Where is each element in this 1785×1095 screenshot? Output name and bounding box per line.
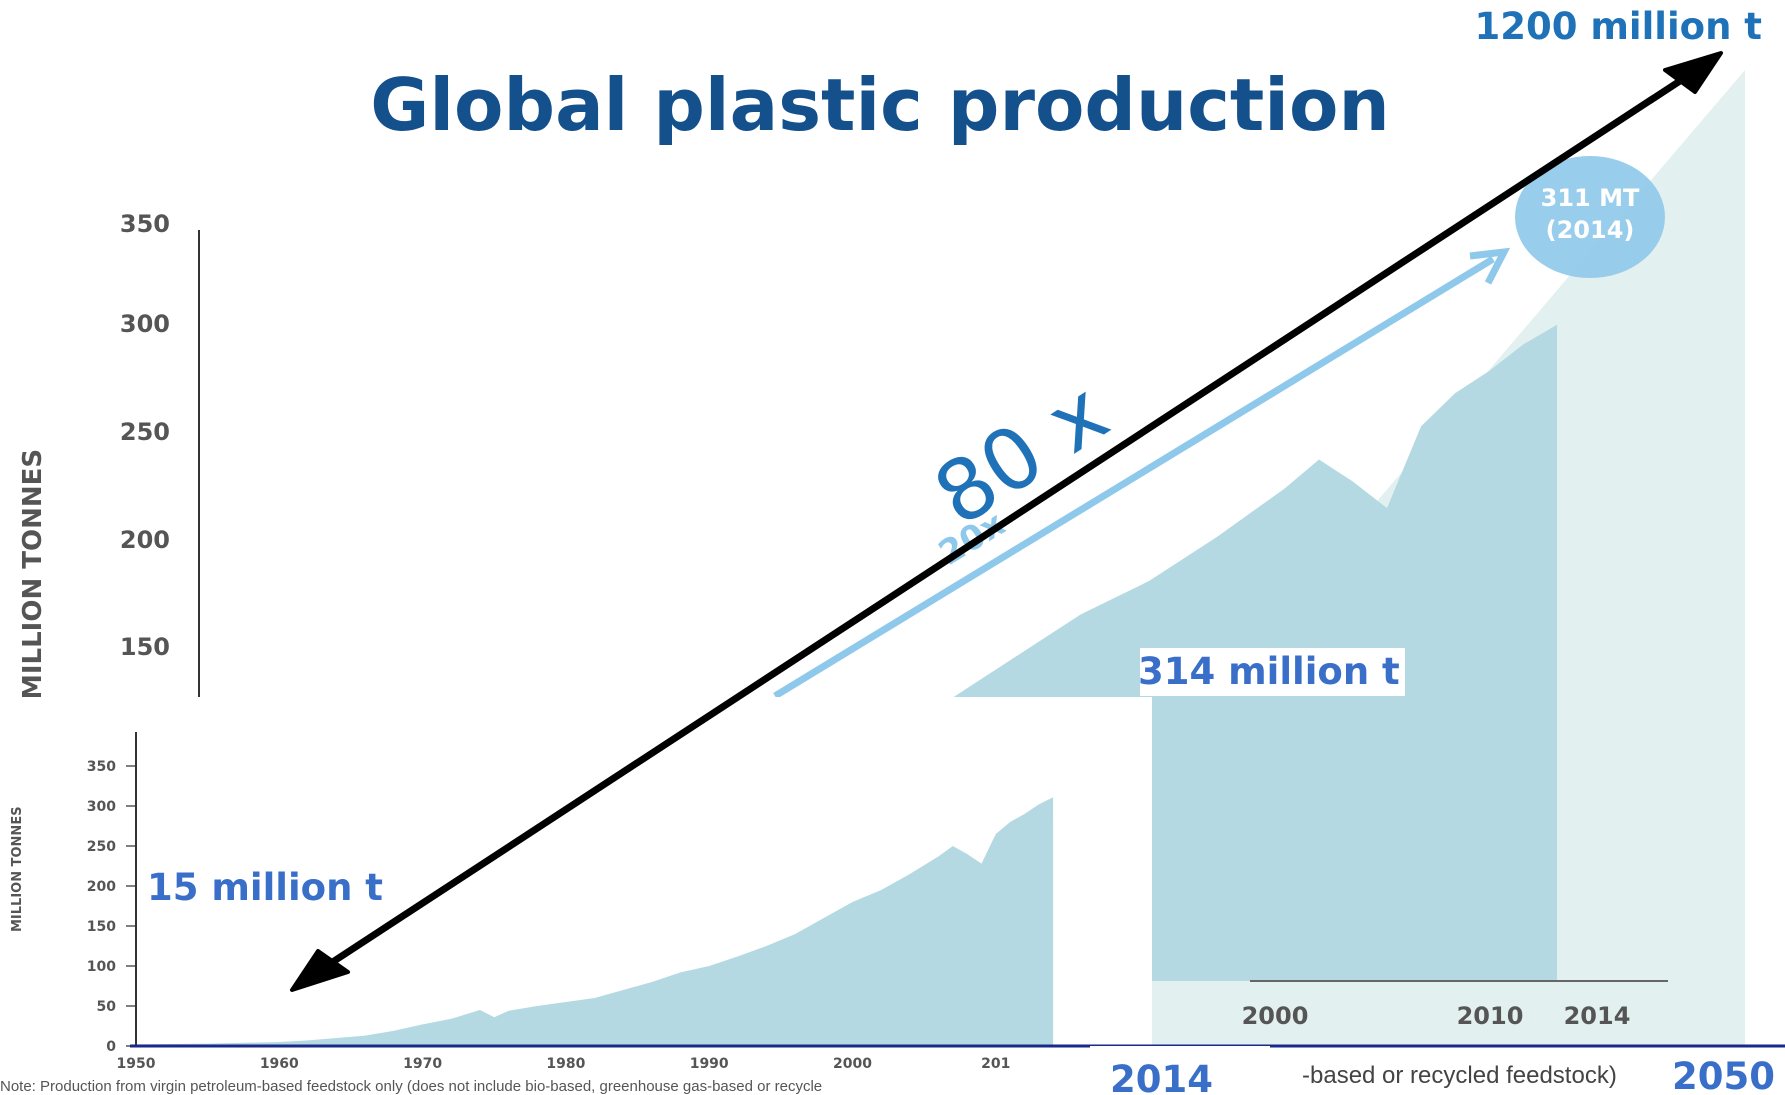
mid-value-label: 314 million t: [1138, 650, 1400, 693]
arrow-head-start: [290, 949, 350, 992]
x-tick-label: 2000: [833, 1056, 872, 1072]
end-value-label: 1200 million t: [1475, 5, 1762, 48]
callout-year: (2014): [1546, 216, 1635, 244]
y-tick-label: 300: [87, 799, 116, 815]
x-tick-label: 1990: [690, 1056, 729, 1072]
background-note-fragment: -based or recycled feedstock): [1302, 1062, 1617, 1089]
growth-arrow: [773, 256, 1495, 699]
end-year-label: 2050: [1672, 1055, 1775, 1095]
x-tick-label: 1950: [117, 1056, 156, 1072]
y-tick-label: 150: [87, 919, 116, 935]
y-tick-label: 250: [87, 839, 116, 855]
footnote: Note: Production from virgin petroleum-b…: [0, 1078, 822, 1095]
background-y-ticks: 350 300 250 200 150: [120, 210, 170, 661]
growth-double-arrow: [300, 57, 1714, 985]
multiplier-label: 80 x: [918, 363, 1125, 545]
y-tick-label: 300: [120, 310, 170, 338]
x-tick-label: 2010: [1457, 1002, 1524, 1030]
start-value-label: 15 million t: [147, 866, 383, 909]
year-label-backdrop: [1090, 1046, 1270, 1095]
y-tick-label: 350: [120, 210, 170, 238]
y-tick-label: 100: [87, 959, 116, 975]
y-tick-label: 350: [87, 759, 116, 775]
mid-year-label: 2014: [1110, 1058, 1213, 1095]
y-tick-label: 50: [97, 999, 117, 1015]
background-area: [0, 324, 1557, 981]
callout-bubble: [1515, 156, 1665, 278]
growth-arrow-head: [1469, 247, 1511, 285]
y-tick-label: 200: [120, 526, 170, 554]
mid-label-backdrop: [1140, 648, 1405, 696]
background-x-ticks: 2000 2010 2014: [1242, 1002, 1631, 1030]
y-tick-label: 0: [106, 1039, 116, 1055]
y-tick-label: 250: [120, 418, 170, 446]
y-tick-label: 200: [87, 879, 116, 895]
x-tick-label: 1970: [403, 1056, 442, 1072]
arrow-head-end: [1663, 51, 1723, 94]
page-title: Global plastic production: [370, 63, 1389, 147]
x-tick-label: 2000: [1242, 1002, 1309, 1030]
foreground-x-ticks: 1950 1960 1970 1980 1990 2000 201: [117, 1056, 1011, 1072]
callout-value: 311 MT: [1541, 184, 1640, 212]
foreground-y-axis-label: MILLION TONNES: [10, 806, 25, 932]
foreground-area: [136, 797, 1054, 1046]
x-tick-label: 201: [981, 1056, 1010, 1072]
foreground-y-ticks: 0 50 100 150 200 250 300 350: [87, 759, 136, 1055]
x-tick-label: 2014: [1564, 1002, 1631, 1030]
x-tick-label: 1980: [546, 1056, 585, 1072]
x-tick-label: 1960: [260, 1056, 299, 1072]
background-y-axis-label: MILLION TONNES: [18, 449, 48, 700]
y-tick-label: 150: [120, 633, 170, 661]
